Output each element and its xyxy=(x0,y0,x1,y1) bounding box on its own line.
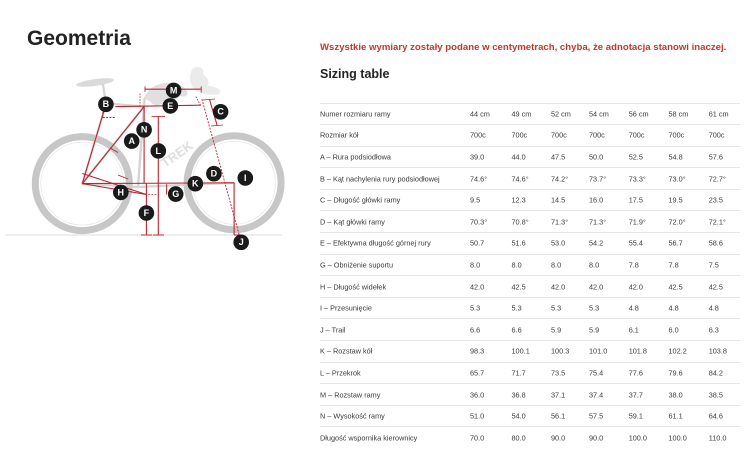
svg-text:I: I xyxy=(244,173,247,183)
svg-text:A: A xyxy=(128,136,135,146)
svg-text:L: L xyxy=(156,146,162,156)
svg-text:N: N xyxy=(141,125,148,135)
svg-text:J: J xyxy=(239,237,244,247)
svg-text:F: F xyxy=(144,208,150,218)
svg-text:D: D xyxy=(211,169,218,179)
svg-text:H: H xyxy=(118,187,125,197)
svg-text:G: G xyxy=(172,189,179,199)
svg-text:B: B xyxy=(103,99,110,109)
svg-text:K: K xyxy=(192,179,199,189)
svg-text:M: M xyxy=(170,85,178,95)
svg-text:E: E xyxy=(167,101,173,111)
svg-text:C: C xyxy=(217,107,224,117)
